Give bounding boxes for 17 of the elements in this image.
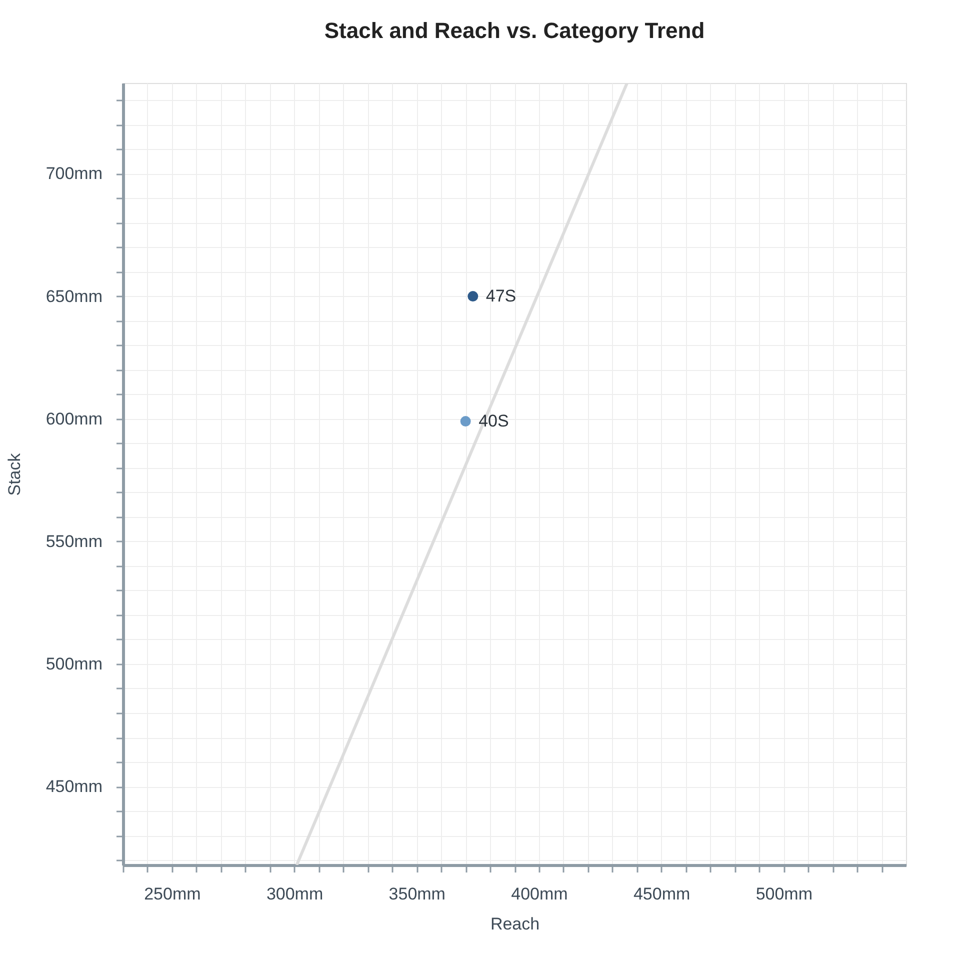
x-tick-label: 450mm	[633, 884, 690, 904]
y-tick-label: 550mm	[46, 532, 102, 551]
y-tick-label: 650mm	[46, 286, 102, 306]
y-tick-label: 450mm	[46, 777, 102, 796]
series-label: 40S	[478, 411, 509, 430]
y-tick-label: 600mm	[46, 409, 102, 428]
y-tick-label: 700mm	[46, 164, 102, 184]
y-tick-label: 500mm	[46, 654, 102, 674]
x-tick-label: 500mm	[756, 884, 812, 904]
x-tick-label: 250mm	[144, 884, 201, 904]
x-tick-label: 300mm	[266, 884, 324, 904]
y-axis-title: Stack	[4, 452, 24, 496]
x-axis-title: Reach	[490, 914, 540, 934]
x-tick-label: 350mm	[388, 884, 446, 904]
x-tick-label: 400mm	[511, 884, 568, 904]
chart-title: Stack and Reach vs. Category Trend	[324, 18, 705, 43]
series-label: 47S	[486, 286, 516, 306]
